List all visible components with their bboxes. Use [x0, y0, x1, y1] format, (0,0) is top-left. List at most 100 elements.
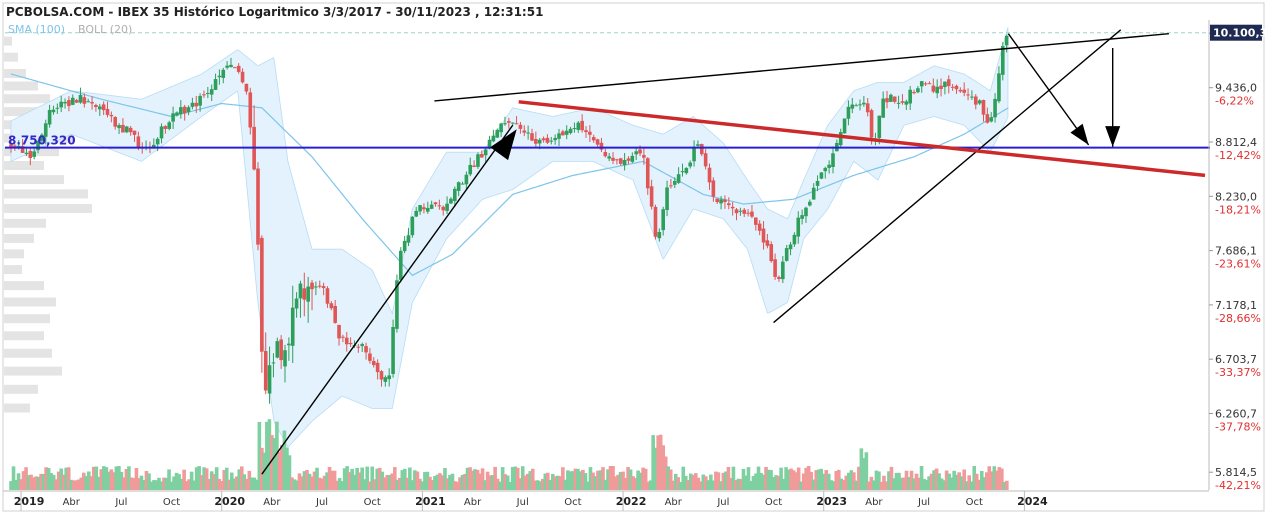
volume-bar — [403, 468, 407, 490]
candle-body — [16, 145, 21, 147]
candle — [260, 235, 264, 373]
volume-bar — [337, 478, 342, 490]
volume-bar — [307, 473, 312, 490]
candle — [271, 353, 276, 378]
volume-profile-bar — [4, 233, 34, 243]
volume-bar — [172, 476, 176, 490]
volume-bar — [593, 476, 598, 490]
volume-bar — [794, 472, 798, 490]
candle-body — [580, 120, 584, 131]
time-tick-label: Abr — [865, 497, 883, 508]
candle — [823, 166, 828, 179]
volume-bar — [485, 471, 490, 490]
candle-body — [368, 353, 372, 361]
volume-bar — [578, 471, 583, 490]
candle — [858, 99, 862, 111]
volume-bar — [546, 472, 550, 490]
volume-bar — [9, 481, 13, 490]
volume-bar — [611, 466, 615, 490]
candle-body — [221, 69, 226, 78]
volume-bar — [897, 472, 901, 490]
volume-bar — [21, 471, 26, 490]
candle — [202, 90, 206, 98]
candle — [283, 344, 287, 383]
candle — [580, 114, 584, 133]
volume-bar — [478, 473, 482, 490]
volume-profile-bar — [4, 331, 44, 341]
volume-bar — [357, 472, 362, 490]
candle — [233, 66, 237, 69]
candle-body — [808, 201, 812, 206]
volume-bar — [76, 479, 81, 490]
candle-body — [827, 164, 831, 168]
candle — [669, 178, 673, 189]
pct-tick-label: -18,21% — [1215, 203, 1261, 216]
candle-body — [229, 64, 233, 68]
volume-bar — [739, 479, 743, 490]
volume-bar — [169, 481, 174, 490]
volume-bar — [656, 435, 660, 490]
candle-body — [931, 85, 936, 92]
candle-body — [341, 336, 345, 338]
time-tick-label: Jul — [114, 497, 127, 508]
candle — [101, 101, 106, 115]
volume-bar — [265, 421, 269, 490]
candle-body — [661, 209, 665, 231]
candle — [248, 87, 253, 135]
candle-body — [317, 285, 322, 287]
candle — [599, 137, 604, 153]
volume-bar — [420, 481, 425, 490]
candle-body — [360, 344, 364, 347]
candle — [842, 118, 847, 134]
time-tick-label: Abr — [665, 497, 683, 508]
candle — [973, 94, 978, 110]
candle — [441, 205, 446, 216]
candle-body — [738, 210, 743, 212]
volume-bar — [292, 479, 297, 490]
candle — [781, 256, 785, 284]
candle-body — [43, 123, 48, 137]
candle — [121, 118, 125, 133]
volume-bar — [979, 470, 984, 490]
candle-body — [13, 145, 17, 148]
volume-bar — [869, 476, 874, 490]
volume-bar — [666, 466, 671, 490]
volume-bar — [561, 467, 565, 490]
volume-profile-bar — [4, 366, 62, 376]
candle — [437, 199, 442, 210]
candle — [325, 286, 330, 308]
candle — [734, 208, 739, 221]
candle — [943, 81, 947, 95]
volume-bar — [157, 477, 161, 490]
candle-body — [121, 124, 125, 133]
volume-bar — [490, 475, 495, 490]
volume-bar — [129, 477, 134, 490]
candle-body — [456, 182, 461, 191]
candle-body — [267, 365, 272, 394]
candle — [456, 181, 461, 197]
candle — [217, 69, 222, 85]
volume-bar — [194, 467, 199, 490]
candle — [398, 247, 403, 283]
volume-bar — [1000, 468, 1004, 490]
volume-bar — [671, 480, 676, 490]
candle — [47, 104, 52, 128]
volume-bar — [197, 466, 201, 490]
volume-bar — [287, 455, 292, 490]
candle — [360, 342, 364, 352]
volume-bar — [438, 473, 442, 490]
volume-bar — [746, 467, 751, 490]
candle — [649, 179, 654, 210]
candle — [912, 89, 916, 95]
candle-body — [970, 96, 974, 98]
volume-bar — [774, 475, 778, 490]
volume-bar — [247, 470, 252, 490]
candle — [240, 68, 245, 84]
candle — [375, 359, 380, 380]
candle-body — [1004, 35, 1009, 46]
volume-bar — [428, 476, 432, 490]
volume-bar — [658, 434, 663, 490]
volume-bar — [814, 470, 819, 490]
volume-bar — [924, 480, 929, 490]
volume-bar — [796, 467, 801, 490]
